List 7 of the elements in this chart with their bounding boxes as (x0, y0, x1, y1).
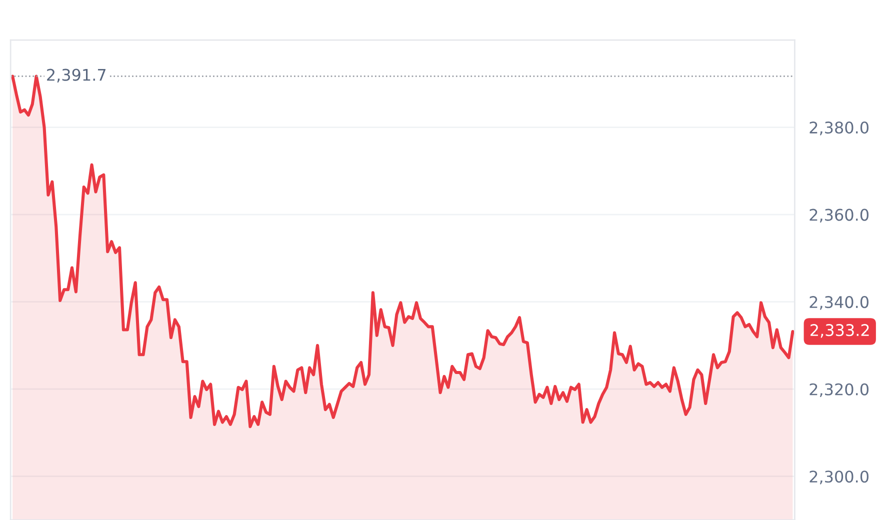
y-tick-label: 2,380.0 (810, 122, 868, 136)
ref-line-label: 2,391.7 (47, 68, 106, 83)
y-tick-label: 2,360.0 (810, 208, 868, 222)
y-tick-label: 2,300.0 (810, 470, 868, 484)
data-label: 2,333.2 (810, 324, 869, 338)
y-tick-label: 2,340.0 (810, 296, 868, 310)
y-tick-label: 2,320.0 (810, 383, 868, 398)
